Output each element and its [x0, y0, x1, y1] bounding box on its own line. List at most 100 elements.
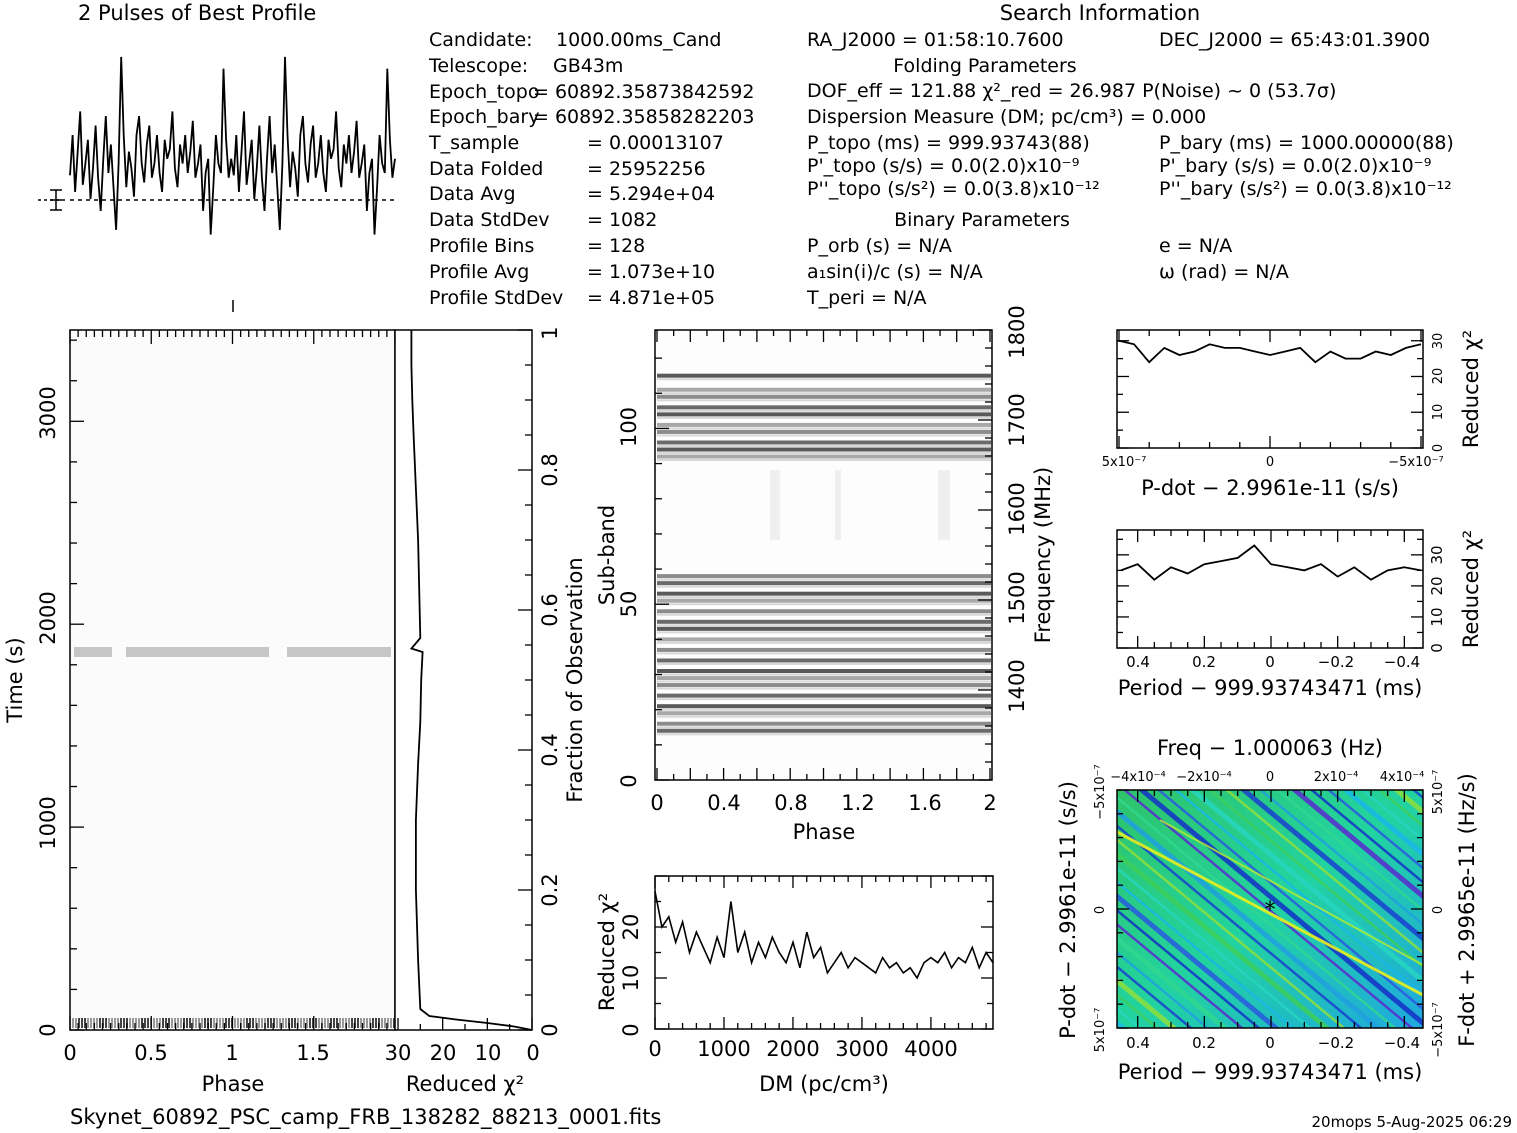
x-tick-label: 30: [385, 1041, 412, 1065]
x-tick-label: 0.8: [774, 791, 807, 815]
dec-text: DEC_J2000 = 65:43:01.3900: [1159, 29, 1430, 51]
dark-band-cell: [165, 1018, 167, 1028]
x-tick-label: 20: [430, 1041, 457, 1065]
subband-stripe: [657, 596, 991, 599]
subband-stripe: [657, 452, 991, 455]
best-marker: *: [1265, 898, 1276, 923]
info-value: = 1.073e+10: [587, 261, 715, 283]
contour-stripe: [1207, 790, 1423, 969]
subband-stripe: [657, 585, 991, 588]
period-chi2-line: [1120, 544, 1422, 581]
y-tick-label: 3000: [36, 386, 60, 439]
dark-band-cell: [309, 1018, 311, 1028]
y-tick-label: −5x10⁻⁷: [1431, 1002, 1446, 1057]
x-tick-label: 1000: [697, 1037, 750, 1061]
subband-stripe: [657, 683, 991, 688]
info-label: Profile Avg: [429, 261, 529, 283]
contour-stripe: [1275, 790, 1423, 913]
x-tick-label: 1.6: [908, 791, 941, 815]
rfi-column: [938, 470, 950, 540]
time-chi2-xlabel: Reduced χ²: [406, 1072, 524, 1096]
subband-stripe: [657, 728, 991, 733]
subband-stripe: [657, 641, 991, 644]
fraction-yticklabels: 0 0.2 0.4 0.6 0.8 1: [538, 326, 562, 1036]
dark-band-cell: [201, 1018, 203, 1028]
dark-band-cell: [318, 1018, 320, 1028]
period-xticklabels: 0.4 0.2 0 −0.2 −0.4: [1126, 653, 1420, 671]
dark-band-cell: [366, 1018, 368, 1028]
dark-band-cell: [387, 1018, 389, 1028]
dark-band-cell: [243, 1018, 245, 1028]
contour-stripe: [1117, 824, 1363, 1028]
info-label: Profile StdDev: [429, 287, 563, 309]
dark-band-cell: [372, 1018, 374, 1028]
plane-ticks: [1117, 789, 1423, 1029]
subband-stripe: [657, 434, 991, 437]
y-tick-label: 20: [1428, 576, 1446, 595]
dark-band-cell: [234, 1018, 236, 1028]
dark-band-cell: [123, 1018, 125, 1028]
dark-band-cell: [306, 1018, 308, 1028]
subband-stripe: [657, 658, 991, 663]
subband-stripe: [657, 603, 991, 606]
dark-band-cell: [252, 1018, 254, 1028]
x-tick-label: −2x10⁻⁴: [1176, 770, 1231, 785]
info-value: = 60892.35873842592: [533, 81, 754, 103]
e-text: e = N/A: [1159, 235, 1232, 257]
y-tick-label: 0: [538, 1023, 562, 1036]
dark-band-cell: [384, 1018, 386, 1028]
subband-stripe: [657, 422, 991, 427]
dark-band-cell: [339, 1018, 341, 1028]
x-tick-label: 0.2: [1192, 653, 1216, 671]
time-chi2-ticks: [397, 329, 533, 1031]
dark-band-cell: [255, 1018, 257, 1028]
dark-band-cell: [303, 1018, 305, 1028]
y-tick-label: 20: [1431, 368, 1446, 385]
time-yticklabels: 0 1000 2000 3000: [36, 386, 60, 1036]
y-tick-label: 0: [36, 1023, 60, 1036]
dark-band-cell: [198, 1018, 200, 1028]
dark-band-cell: [294, 1018, 296, 1028]
dof-text: DOF_eff = 121.88 χ²_red = 26.987 P(Noise…: [807, 80, 1336, 102]
pd-bary-text: P'_bary (s/s) = 0.0(2.0)x10⁻⁹: [1159, 155, 1431, 177]
dark-band-cell: [315, 1018, 317, 1028]
frequency-yticklabels: 1400 1500 1600 1700 1800: [1005, 305, 1029, 712]
y-tick-label: 0: [617, 774, 641, 787]
dm-chi2-panel: [654, 875, 994, 1030]
dark-band-cell: [114, 1018, 116, 1028]
subband-stripe: [657, 429, 991, 434]
stamp-text: 20mops 5-Aug-2025 06:29: [1312, 1113, 1512, 1131]
pdot-xticklabels: 5x10⁻⁷ 0 −5x10⁻⁷: [1102, 455, 1444, 470]
pdot-xlabel: P-dot − 2.9961e-11 (s/s): [1141, 476, 1399, 500]
x-tick-label: 0: [1266, 770, 1274, 785]
subband-stripe: [657, 715, 991, 718]
subband-stripe: [657, 409, 991, 412]
subband-stripe: [657, 733, 991, 736]
contour-stripe: [1188, 790, 1423, 985]
dark-band-cell: [108, 1018, 110, 1028]
subband-stripe: [657, 445, 991, 447]
dark-band-cell: [120, 1018, 122, 1028]
pd-topo-text: P'_topo (s/s) = 0.0(2.0)x10⁻⁹: [807, 155, 1079, 177]
y-tick-label: 100: [617, 407, 641, 447]
x-tick-label: 0: [650, 791, 663, 815]
contour-stripe: [1117, 866, 1312, 1028]
dark-band-cell: [90, 1018, 92, 1028]
subband-stripe: [657, 574, 991, 579]
y-tick-label: 30: [1431, 333, 1446, 350]
x-tick-label: −0.2: [1318, 1034, 1354, 1052]
fraction-ylabel: Fraction of Observation: [563, 557, 587, 802]
pdot-yticklabels: 0 10 20 30: [1431, 333, 1446, 452]
x-tick-label: 0.4: [707, 791, 740, 815]
y-tick-label: 1600: [1005, 482, 1029, 535]
plane-yticklabels: 5x10⁻⁷ 0 −5x10⁻⁷: [1093, 764, 1108, 1052]
dark-band-cell: [225, 1018, 227, 1028]
dark-band-cell: [213, 1018, 215, 1028]
subband-stripe: [657, 631, 991, 634]
dark-band-cell: [291, 1018, 293, 1028]
info-label: Profile Bins: [429, 235, 534, 257]
dark-band-cell: [117, 1018, 119, 1028]
subband-stripe: [657, 676, 991, 681]
dark-band-cell: [192, 1018, 194, 1028]
